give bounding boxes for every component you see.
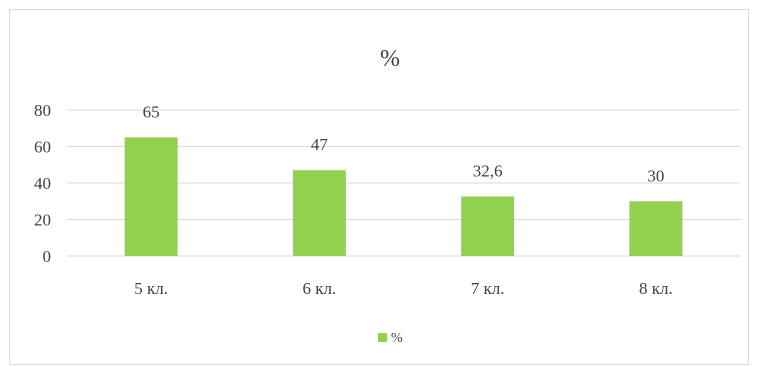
bar xyxy=(292,170,346,256)
x-tick-label: 7 кл. xyxy=(471,279,505,298)
legend-swatch xyxy=(378,333,387,342)
bar xyxy=(461,196,515,256)
x-tick-label: 8 кл. xyxy=(639,279,673,298)
data-label: 30 xyxy=(647,166,664,185)
y-tick-label: 80 xyxy=(34,101,51,120)
x-tick-label: 5 кл. xyxy=(134,279,168,298)
y-tick-label: 40 xyxy=(34,174,51,193)
data-label: 47 xyxy=(311,135,329,154)
y-tick-label: 60 xyxy=(34,138,51,157)
y-tick-label: 20 xyxy=(34,211,51,230)
y-tick-label: 0 xyxy=(43,247,52,266)
y-axis-ticks: 0 20 40 60 80 xyxy=(34,101,51,266)
gridlines xyxy=(67,109,740,257)
chart-title: % xyxy=(380,46,400,72)
legend: % xyxy=(378,331,403,346)
legend-label: % xyxy=(391,331,403,346)
data-label: 32,6 xyxy=(473,162,503,181)
x-tick-label: 6 кл. xyxy=(303,279,337,298)
bars xyxy=(124,137,683,256)
bar xyxy=(124,137,178,256)
x-axis-ticks: 5 кл. 6 кл. 7 кл. 8 кл. xyxy=(134,279,673,298)
bar xyxy=(629,201,683,256)
data-labels: 65 47 32,6 30 xyxy=(143,102,665,185)
data-label: 65 xyxy=(143,102,160,121)
